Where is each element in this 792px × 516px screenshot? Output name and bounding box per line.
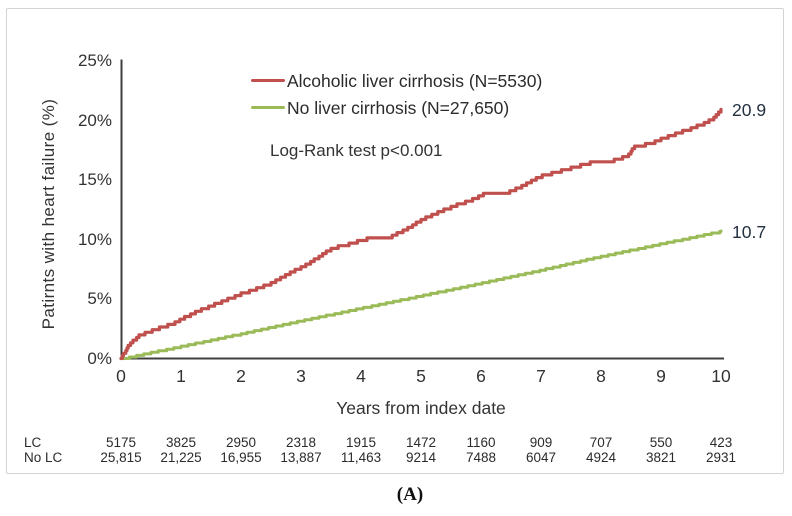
y-tick-label: 5% [87, 289, 112, 309]
risk-value: 13,887 [280, 450, 322, 465]
end-value-label-red: 20.9 [732, 100, 767, 121]
end-value-label-green: 10.7 [732, 221, 767, 242]
x-tick-label: 1 [176, 366, 186, 386]
risk-value: 1472 [405, 435, 437, 450]
risk-value: 1160 [466, 435, 496, 450]
legend-label: Alcoholic liver cirrhosis (N=5530) [287, 71, 543, 91]
risk-value: 4924 [585, 450, 617, 465]
risk-value: 7488 [465, 450, 497, 465]
risk-value: 25,815 [100, 450, 142, 465]
risk-row-label: LC [24, 435, 42, 450]
risk-value: 16,955 [220, 450, 262, 465]
x-tick-label: 2 [236, 366, 246, 386]
x-tick-label: 0 [116, 366, 126, 386]
x-tick-label: 7 [536, 366, 546, 386]
x-tick-label: 6 [476, 366, 486, 386]
risk-value: 3825 [165, 435, 197, 450]
legend-label: No liver cirrhosis (N=27,650) [287, 98, 510, 118]
panel-caption: (A) [396, 484, 424, 505]
risk-value: 707 [589, 435, 613, 450]
no-cirrhosis-series-line [119, 229, 723, 360]
figure-border [6, 8, 784, 474]
risk-value: 1915 [345, 435, 377, 450]
risk-row-label: No LC [24, 450, 63, 465]
x-tick-label: 9 [656, 366, 666, 386]
risk-value: 2318 [285, 435, 317, 450]
y-tick-label: 0% [87, 349, 112, 368]
y-tick-label: 10% [77, 229, 112, 249]
x-axis-title: Years from index date [336, 398, 506, 418]
risk-value: 9214 [405, 450, 437, 465]
risk-value: 5175 [105, 435, 137, 450]
risk-value: 3821 [645, 450, 677, 465]
legend-swatch-green [251, 106, 285, 110]
x-tick-label: 4 [356, 366, 366, 386]
y-tick-label: 25% [77, 51, 112, 70]
x-tick-label: 8 [596, 366, 606, 386]
risk-value: 550 [649, 435, 673, 450]
risk-value: 2931 [705, 450, 737, 465]
y-tick-label: 15% [77, 170, 112, 190]
y-tick-label: 20% [77, 110, 112, 130]
risk-value: 909 [529, 435, 553, 450]
legend-swatch-red [251, 79, 285, 83]
x-tick-label: 3 [296, 366, 306, 386]
x-tick-label: 5 [416, 366, 426, 386]
x-tick-label: 10 [711, 366, 731, 386]
log-rank-annotation: Log-Rank test p<0.001 [270, 141, 443, 160]
alcoholic-cirrhosis-series-line [119, 107, 723, 361]
risk-value: 2950 [225, 435, 257, 450]
risk-value: 6047 [525, 450, 557, 465]
risk-value: 423 [709, 435, 733, 450]
risk-value: 21,225 [160, 450, 202, 465]
risk-value: 11,463 [340, 450, 382, 465]
